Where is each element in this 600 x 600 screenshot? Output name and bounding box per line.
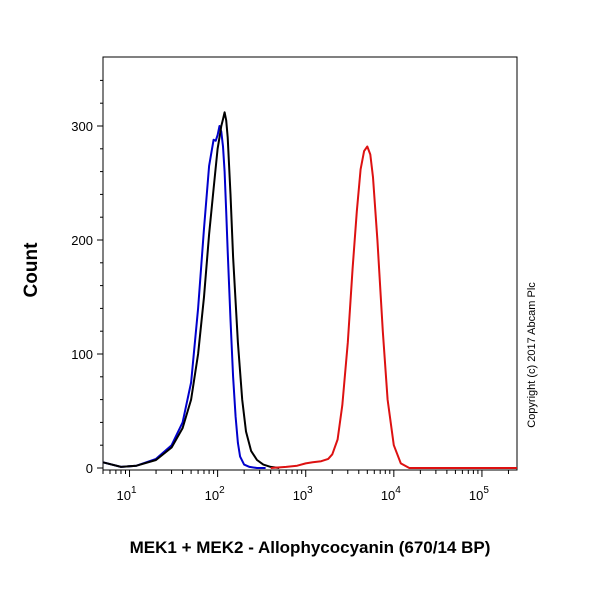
histogram-series — [102, 111, 517, 469]
x-tick-label: 103 — [293, 485, 313, 503]
plot-frame — [102, 56, 518, 471]
series-line-1 — [102, 111, 280, 469]
series-line-2 — [270, 145, 517, 469]
y-tick-label: 0 — [86, 461, 93, 476]
y-tick-label: 100 — [71, 347, 93, 362]
x-tick-label: 101 — [117, 485, 137, 503]
x-tick-base: 10 — [293, 488, 307, 503]
x-axis-title: MEK1 + MEK2 - Allophycocyanin (670/14 BP… — [130, 538, 491, 557]
x-axis-ticks: 101 102 103 104 105 — [102, 470, 509, 503]
x-tick-exponent: 2 — [219, 485, 225, 496]
x-tick-label: 104 — [381, 485, 401, 503]
x-tick-base: 10 — [469, 488, 483, 503]
x-tick-exponent: 1 — [131, 485, 137, 496]
y-tick-label: 200 — [71, 233, 93, 248]
series-line-0 — [102, 125, 266, 469]
x-tick-exponent: 4 — [395, 485, 401, 496]
x-tick-base: 10 — [381, 488, 395, 503]
x-tick-exponent: 5 — [483, 485, 489, 496]
x-tick-label: 105 — [469, 485, 489, 503]
x-tick-base: 10 — [117, 488, 131, 503]
y-axis-title: Count — [21, 242, 42, 298]
y-axis-ticks: 0 100 200 300 — [71, 79, 103, 476]
x-tick-exponent: 3 — [307, 485, 313, 496]
x-tick-label: 102 — [205, 485, 225, 503]
x-tick-base: 10 — [205, 488, 219, 503]
copyright-annotation: Copyright (c) 2017 Abcam Plc — [526, 282, 538, 428]
y-tick-label: 300 — [71, 119, 93, 134]
